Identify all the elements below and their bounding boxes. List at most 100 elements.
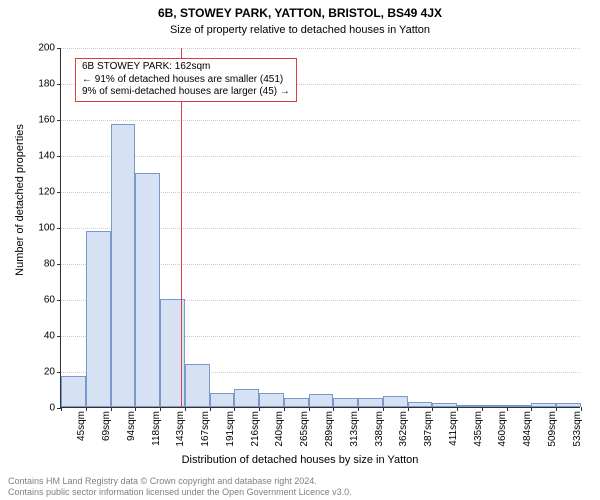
xtick-mark	[86, 407, 87, 411]
xtick-label: 216sqm	[250, 411, 261, 447]
histogram-bar	[309, 394, 334, 407]
histogram-bar	[86, 231, 111, 407]
ytick-label: 20	[25, 367, 55, 378]
xtick-mark	[185, 407, 186, 411]
xtick-label: 533sqm	[572, 411, 583, 447]
xtick-label: 289sqm	[324, 411, 335, 447]
xtick-mark	[408, 407, 409, 411]
xtick-mark	[531, 407, 532, 411]
xtick-mark	[111, 407, 112, 411]
xtick-label: 509sqm	[547, 411, 558, 447]
ytick-mark	[57, 336, 61, 337]
xtick-mark	[284, 407, 285, 411]
histogram-bar	[482, 405, 507, 407]
gridline	[61, 48, 580, 49]
ytick-mark	[57, 84, 61, 85]
ytick-mark	[57, 228, 61, 229]
ytick-label: 100	[25, 223, 55, 234]
ytick-mark	[57, 48, 61, 49]
reference-line	[181, 48, 182, 407]
xtick-mark	[160, 407, 161, 411]
xtick-label: 167sqm	[200, 411, 211, 447]
histogram-bar	[408, 402, 433, 407]
ytick-mark	[57, 264, 61, 265]
histogram-bar	[531, 403, 556, 407]
xtick-mark	[383, 407, 384, 411]
xtick-mark	[432, 407, 433, 411]
footer-line-2: Contains public sector information licen…	[8, 487, 592, 498]
xtick-mark	[457, 407, 458, 411]
histogram-bar	[284, 398, 309, 407]
xtick-label: 387sqm	[423, 411, 434, 447]
annotation-box: 6B STOWEY PARK: 162sqm← 91% of detached …	[75, 58, 297, 102]
xtick-label: 45sqm	[76, 411, 87, 441]
ytick-label: 140	[25, 151, 55, 162]
histogram-bar	[432, 403, 457, 407]
xtick-label: 484sqm	[522, 411, 533, 447]
xtick-mark	[259, 407, 260, 411]
xtick-mark	[61, 407, 62, 411]
xtick-label: 191sqm	[225, 411, 236, 447]
xtick-label: 313sqm	[349, 411, 360, 447]
histogram-bar	[457, 405, 482, 407]
histogram-bar	[210, 393, 235, 407]
ytick-mark	[57, 300, 61, 301]
xtick-mark	[210, 407, 211, 411]
ytick-label: 0	[25, 403, 55, 414]
ytick-label: 40	[25, 331, 55, 342]
gridline	[61, 120, 580, 121]
y-axis-label: Number of detached properties	[14, 70, 26, 330]
ytick-label: 60	[25, 295, 55, 306]
histogram-bar	[259, 393, 284, 407]
xtick-label: 265sqm	[299, 411, 310, 447]
xtick-mark	[507, 407, 508, 411]
ytick-mark	[57, 372, 61, 373]
xtick-mark	[333, 407, 334, 411]
chart-title-sub: Size of property relative to detached ho…	[0, 24, 600, 36]
ytick-mark	[57, 120, 61, 121]
histogram-bar	[556, 403, 581, 407]
xtick-label: 338sqm	[374, 411, 385, 447]
footer-line-1: Contains HM Land Registry data © Crown c…	[8, 476, 592, 487]
ytick-label: 80	[25, 259, 55, 270]
xtick-label: 69sqm	[101, 411, 112, 441]
histogram-bar	[111, 124, 136, 407]
annotation-line: 9% of semi-detached houses are larger (4…	[82, 86, 290, 99]
xtick-label: 362sqm	[398, 411, 409, 447]
histogram-bar	[507, 405, 532, 407]
xtick-mark	[482, 407, 483, 411]
histogram-bar	[333, 398, 358, 407]
chart-title-main: 6B, STOWEY PARK, YATTON, BRISTOL, BS49 4…	[0, 6, 600, 20]
histogram-bar	[135, 173, 160, 407]
histogram-bar	[358, 398, 383, 407]
histogram-bar	[234, 389, 259, 407]
x-axis-label: Distribution of detached houses by size …	[0, 454, 600, 466]
ytick-label: 200	[25, 43, 55, 54]
xtick-label: 118sqm	[151, 411, 162, 446]
xtick-mark	[234, 407, 235, 411]
xtick-label: 94sqm	[126, 411, 137, 441]
xtick-label: 240sqm	[274, 411, 285, 447]
histogram-bar	[383, 396, 408, 407]
xtick-label: 411sqm	[448, 411, 459, 446]
xtick-mark	[135, 407, 136, 411]
xtick-mark	[581, 407, 582, 411]
ytick-mark	[57, 192, 61, 193]
annotation-line: 6B STOWEY PARK: 162sqm	[82, 61, 290, 74]
gridline	[61, 156, 580, 157]
annotation-line: ← 91% of detached houses are smaller (45…	[82, 74, 290, 87]
footer-attribution: Contains HM Land Registry data © Crown c…	[8, 476, 592, 498]
ytick-label: 120	[25, 187, 55, 198]
ytick-mark	[57, 156, 61, 157]
histogram-bar	[185, 364, 210, 407]
chart-container: 6B, STOWEY PARK, YATTON, BRISTOL, BS49 4…	[0, 0, 600, 500]
xtick-label: 460sqm	[497, 411, 508, 447]
xtick-label: 143sqm	[175, 411, 186, 447]
histogram-bar	[61, 376, 86, 407]
plot-area: 02040608010012014016018020045sqm69sqm94s…	[60, 48, 580, 408]
xtick-mark	[309, 407, 310, 411]
xtick-mark	[556, 407, 557, 411]
ytick-label: 160	[25, 115, 55, 126]
ytick-label: 180	[25, 79, 55, 90]
xtick-label: 435sqm	[473, 411, 484, 447]
